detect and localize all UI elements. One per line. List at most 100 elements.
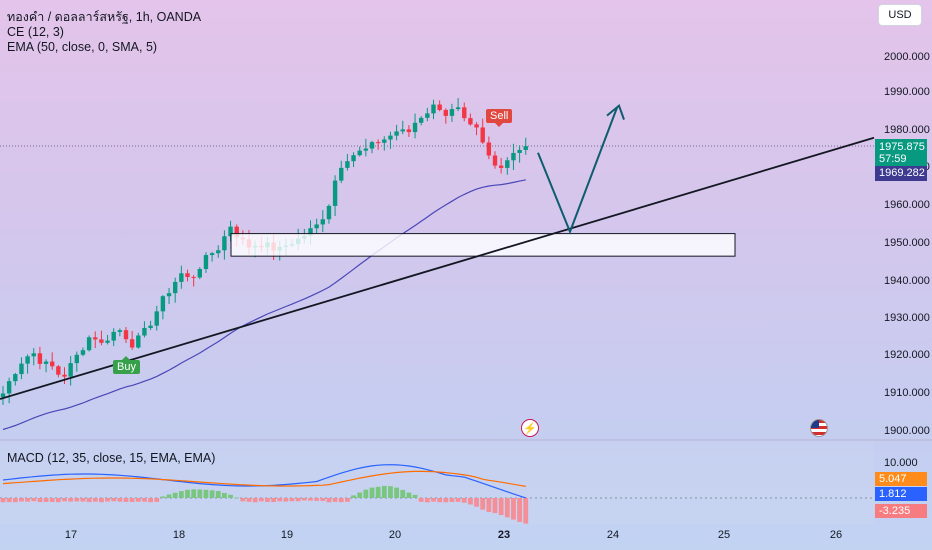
macd-histogram-bar: [74, 498, 80, 502]
candle[interactable]: [148, 325, 153, 328]
candle[interactable]: [31, 353, 36, 357]
us-flag-icon[interactable]: [810, 419, 828, 437]
candle[interactable]: [13, 374, 18, 382]
candle[interactable]: [345, 161, 350, 168]
candle[interactable]: [517, 149, 522, 153]
candle[interactable]: [80, 350, 86, 355]
indicator-ema-label[interactable]: EMA (50, close, 0, SMA, 5): [7, 40, 158, 54]
candle[interactable]: [431, 104, 436, 114]
candle[interactable]: [99, 339, 104, 343]
flash-icon[interactable]: ⚡: [521, 419, 539, 437]
candle[interactable]: [480, 127, 485, 143]
candle[interactable]: [498, 165, 504, 168]
candle[interactable]: [203, 255, 209, 269]
candle[interactable]: [93, 337, 98, 340]
candle[interactable]: [314, 224, 319, 229]
candle[interactable]: [363, 148, 369, 151]
trend-line[interactable]: [0, 136, 875, 400]
candle[interactable]: [117, 330, 123, 332]
candle[interactable]: [185, 273, 190, 277]
candle[interactable]: [468, 118, 473, 125]
candle[interactable]: [375, 142, 381, 144]
candle[interactable]: [154, 311, 159, 326]
candle[interactable]: [474, 124, 479, 128]
macd-legend[interactable]: MACD (12, 35, close, 15, EMA, EMA): [7, 451, 216, 465]
macd-histogram-bar: [31, 498, 37, 502]
candle[interactable]: [86, 337, 92, 351]
candle[interactable]: [425, 113, 430, 118]
candle[interactable]: [412, 122, 418, 133]
candle[interactable]: [68, 363, 73, 377]
candle[interactable]: [209, 253, 215, 256]
symbol-title[interactable]: ทองคำ / ดอลลาร์สหรัฐ, 1h, OANDA: [7, 10, 202, 24]
candle[interactable]: [443, 109, 448, 116]
candle[interactable]: [136, 335, 141, 348]
candle[interactable]: [486, 142, 492, 156]
candle[interactable]: [123, 330, 129, 340]
candle[interactable]: [216, 250, 221, 254]
candle[interactable]: [357, 150, 362, 156]
candle[interactable]: [332, 180, 338, 206]
macd-histogram-bar: [160, 496, 166, 498]
support-zone[interactable]: [230, 233, 736, 257]
candle[interactable]: [111, 331, 116, 341]
candle[interactable]: [449, 109, 455, 116]
candle[interactable]: [129, 339, 135, 348]
candle[interactable]: [234, 226, 239, 238]
candle[interactable]: [50, 361, 55, 367]
candle[interactable]: [0, 393, 6, 398]
time-axis-tick: 18: [172, 529, 186, 541]
candle[interactable]: [388, 135, 393, 140]
macd-histogram-bar: [271, 498, 276, 503]
candle[interactable]: [400, 129, 405, 132]
candle[interactable]: [308, 228, 313, 236]
candle[interactable]: [492, 155, 498, 166]
candle[interactable]: [166, 293, 172, 297]
candle[interactable]: [74, 354, 79, 364]
candle[interactable]: [43, 361, 49, 364]
candle[interactable]: [197, 268, 202, 278]
candle[interactable]: [326, 205, 332, 220]
candle[interactable]: [228, 226, 233, 237]
candle[interactable]: [179, 273, 184, 282]
macd-histogram-bar: [277, 498, 283, 502]
candle[interactable]: [351, 155, 356, 162]
candle[interactable]: [369, 142, 375, 149]
candle[interactable]: [505, 160, 510, 168]
candle[interactable]: [222, 236, 227, 251]
macd-histogram-bar: [43, 498, 49, 502]
macd-histogram-bar: [172, 492, 178, 498]
candle[interactable]: [339, 167, 344, 181]
candle[interactable]: [394, 131, 399, 136]
candle[interactable]: [173, 281, 178, 294]
candle[interactable]: [37, 353, 43, 364]
macd-histogram-bar: [498, 498, 504, 516]
candle[interactable]: [191, 276, 196, 278]
candle[interactable]: [406, 129, 412, 133]
projection-arrow[interactable]: [537, 107, 618, 235]
currency-button[interactable]: USD: [878, 4, 922, 26]
candle[interactable]: [142, 327, 147, 336]
candle[interactable]: [6, 381, 12, 394]
last-price-value: 1975.875: [879, 141, 925, 153]
candle[interactable]: [62, 374, 67, 377]
candle[interactable]: [19, 363, 24, 375]
candle[interactable]: [455, 107, 461, 110]
candle[interactable]: [56, 366, 61, 375]
macd-histogram-bar: [381, 485, 387, 498]
macd-histogram-bar: [166, 494, 172, 498]
candle[interactable]: [320, 219, 325, 225]
candle[interactable]: [462, 107, 467, 119]
candle[interactable]: [160, 296, 166, 312]
indicator-ce-label[interactable]: CE (12, 3): [7, 25, 64, 39]
candle[interactable]: [382, 139, 387, 143]
candle[interactable]: [523, 146, 528, 150]
candle[interactable]: [511, 152, 516, 161]
candle[interactable]: [437, 104, 442, 110]
candle[interactable]: [419, 117, 424, 123]
macd-histogram-bar: [461, 498, 467, 503]
candle[interactable]: [25, 356, 30, 364]
candle[interactable]: [105, 340, 110, 343]
macd-histogram-bar: [388, 486, 393, 498]
